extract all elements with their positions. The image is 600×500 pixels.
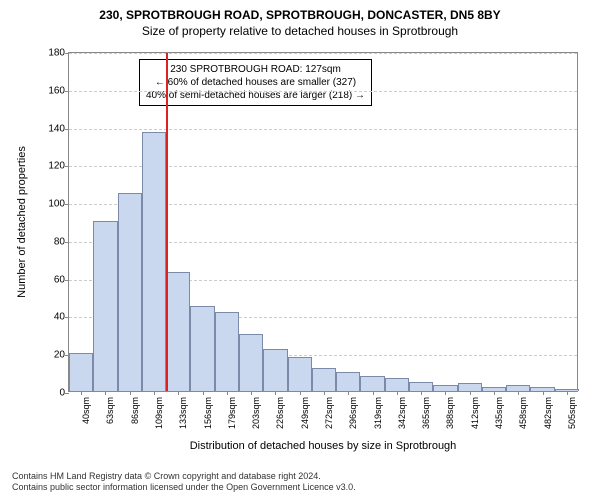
x-tick: 272sqm: [324, 397, 334, 429]
annotation-line2: ← 60% of detached houses are smaller (32…: [146, 76, 365, 89]
histogram-bar: [263, 349, 287, 391]
x-tick: 109sqm: [154, 397, 164, 429]
x-tick: 458sqm: [518, 397, 528, 429]
histogram-bar: [385, 378, 409, 391]
y-axis-label: Number of detached properties: [16, 146, 28, 298]
plot-area: 230 SPROTBROUGH ROAD: 127sqm ← 60% of de…: [68, 52, 578, 392]
x-tick: 40sqm: [81, 397, 91, 424]
x-tick: 412sqm: [470, 397, 480, 429]
x-tick: 388sqm: [445, 397, 455, 429]
annotation-box: 230 SPROTBROUGH ROAD: 127sqm ← 60% of de…: [139, 59, 372, 106]
histogram-bar: [336, 372, 360, 391]
property-marker-line: [166, 53, 168, 391]
x-tick: 86sqm: [130, 397, 140, 424]
annotation-line1: 230 SPROTBROUGH ROAD: 127sqm: [146, 63, 365, 76]
histogram-bar: [166, 272, 190, 391]
histogram-bar: [288, 357, 312, 391]
x-tick: 156sqm: [203, 397, 213, 429]
histogram-bar: [312, 368, 336, 391]
x-tick: 133sqm: [178, 397, 188, 429]
x-tick: 296sqm: [348, 397, 358, 429]
histogram-bar: [118, 193, 142, 391]
title-address: 230, SPROTBROUGH ROAD, SPROTBROUGH, DONC…: [12, 8, 588, 22]
x-tick: 63sqm: [105, 397, 115, 424]
x-tick: 226sqm: [275, 397, 285, 429]
x-tick: 203sqm: [251, 397, 261, 429]
x-tick: 319sqm: [373, 397, 383, 429]
x-axis-label: Distribution of detached houses by size …: [68, 440, 578, 452]
histogram-bar: [409, 382, 433, 391]
x-tick: 365sqm: [421, 397, 431, 429]
title-subtitle: Size of property relative to detached ho…: [12, 24, 588, 38]
x-tick: 505sqm: [567, 397, 577, 429]
x-tick: 179sqm: [227, 397, 237, 429]
footer: Contains HM Land Registry data © Crown c…: [12, 471, 588, 494]
histogram-bar: [215, 312, 239, 391]
footer-line1: Contains HM Land Registry data © Crown c…: [12, 471, 588, 483]
histogram-bar: [69, 353, 93, 391]
histogram-bar: [93, 221, 117, 391]
x-tick: 342sqm: [397, 397, 407, 429]
histogram-bar: [239, 334, 263, 391]
histogram-bar: [190, 306, 214, 391]
histogram-bar: [360, 376, 384, 391]
chart-container: 230, SPROTBROUGH ROAD, SPROTBROUGH, DONC…: [0, 0, 600, 500]
x-tick: 249sqm: [300, 397, 310, 429]
x-tick: 435sqm: [494, 397, 504, 429]
x-tick: 482sqm: [543, 397, 553, 429]
histogram-bar: [458, 383, 482, 391]
footer-line2: Contains public sector information licen…: [12, 482, 588, 494]
chart-area: Number of detached properties 230 SPROTB…: [12, 42, 588, 452]
histogram-bar: [142, 132, 166, 391]
